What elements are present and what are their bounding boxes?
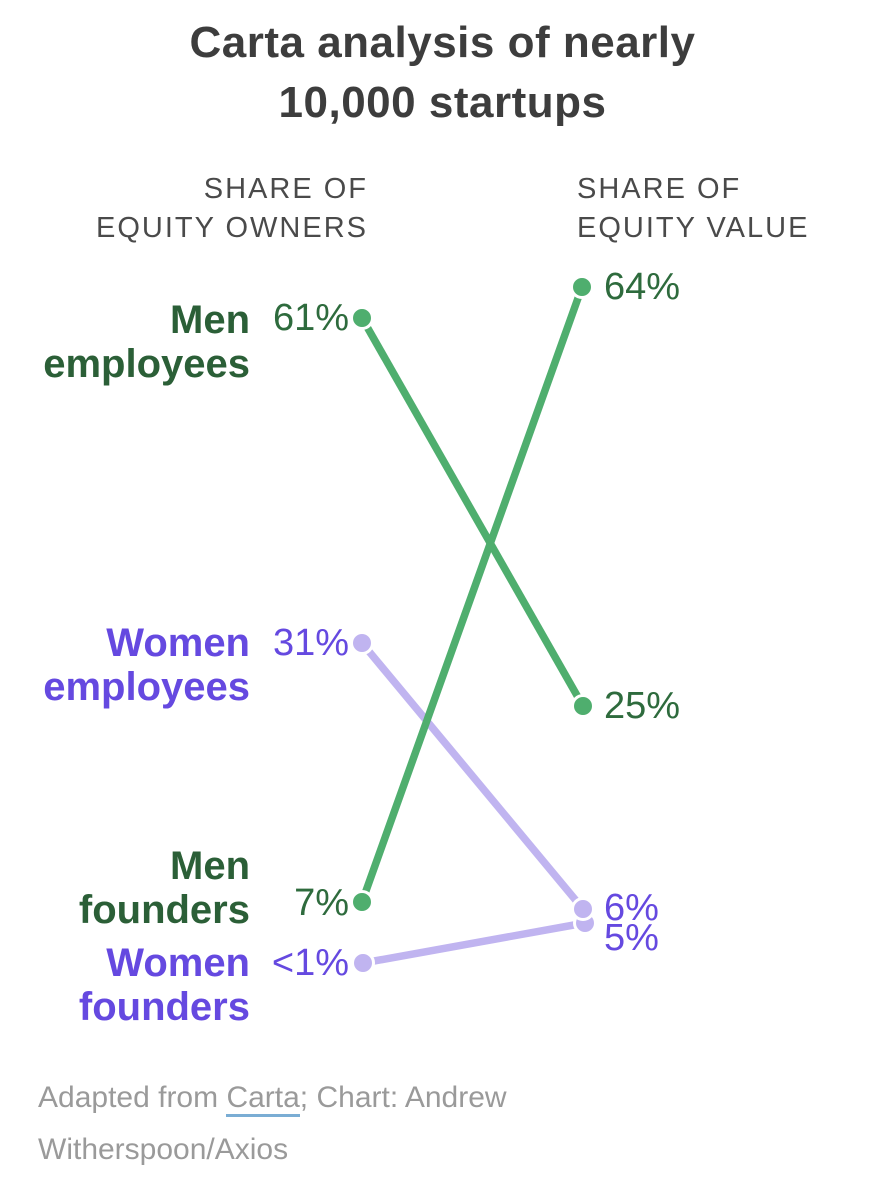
attribution-middle: ; Chart: Andrew	[299, 1081, 507, 1114]
men-founders-line	[358, 285, 586, 904]
men-founders-value-dot	[570, 275, 594, 299]
column-header-right-line2: EQUITY VALUE	[577, 212, 810, 244]
column-header-left-line2: EQUITY OWNERS	[96, 212, 368, 244]
women-employees-line	[359, 640, 586, 912]
women-founders-equity-value: 5%	[604, 917, 659, 959]
women-founders-line	[362, 919, 586, 967]
category-label-men-founders: Men founders	[79, 844, 250, 932]
women-employees-equity-value: 6%	[604, 887, 659, 929]
men-employees-equity-value: 25%	[604, 685, 681, 727]
men-founders-owners-dot	[350, 890, 374, 914]
men-founders-label-line1: Men	[170, 844, 250, 888]
men-founders-label-line2: founders	[78, 888, 250, 932]
attribution-prefix: Adapted from	[38, 1081, 227, 1114]
column-header-equity-value: SHARE OF EQUITY VALUE	[577, 170, 809, 248]
men-employees-line	[358, 316, 587, 708]
men-employees-label-line1: Men	[170, 298, 250, 342]
women-employees-label-line2: employees	[43, 665, 250, 709]
women-employees-value-dot	[571, 897, 595, 921]
men-employees-owners-value: 61%	[272, 297, 349, 339]
women-employees-label-line1: Women	[106, 621, 250, 665]
men-employees-owners-dot	[350, 306, 374, 330]
men-employees-value-dot	[571, 694, 595, 718]
carta-source-link[interactable]: Carta	[226, 1081, 300, 1117]
column-header-equity-owners: SHARE OF EQUITY OWNERS	[96, 170, 368, 248]
attribution-line2: Witherspoon/Axios	[38, 1133, 289, 1166]
men-founders-owners-value: 7%	[294, 882, 349, 924]
chart-title: Carta analysis of nearly 10,000 startups	[0, 13, 885, 133]
chart-title-line2: 10,000 startups	[278, 78, 607, 127]
category-label-men-employees: Men employees	[43, 298, 250, 386]
men-employees-label-line2: employees	[43, 342, 250, 386]
chart-title-line1: Carta analysis of nearly	[189, 18, 696, 67]
women-founders-owners-value: <1%	[271, 942, 349, 984]
attribution: Adapted from Carta; Chart: Andrew Wither…	[38, 1072, 798, 1176]
women-employees-owners-dot	[350, 631, 374, 655]
column-header-left-line1: SHARE OF	[203, 173, 368, 205]
women-founders-owners-dot	[351, 951, 375, 975]
category-label-women-founders: Women founders	[79, 941, 250, 1029]
women-founders-label-line1: Women	[106, 941, 250, 985]
women-founders-label-line2: founders	[78, 985, 250, 1029]
column-header-right-line1: SHARE OF	[577, 173, 742, 205]
category-label-women-employees: Women employees	[43, 621, 250, 709]
men-founders-equity-value: 64%	[604, 266, 681, 308]
women-employees-owners-value: 31%	[272, 622, 349, 664]
